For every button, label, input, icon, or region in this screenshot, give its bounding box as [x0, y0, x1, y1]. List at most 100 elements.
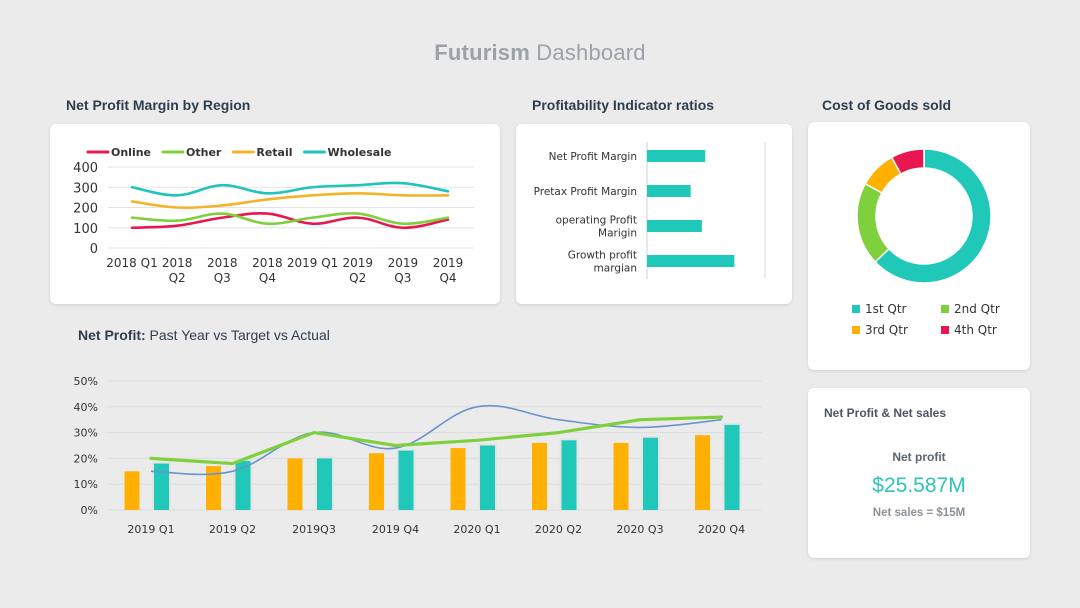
region-y-tick: 400 — [73, 161, 98, 176]
netprofit-title-bold: Net Profit: — [78, 327, 146, 343]
dashboard-title: Futurism Dashboard — [0, 40, 1080, 66]
region-y-tick: 300 — [73, 181, 98, 196]
series-line-retail — [130, 192, 450, 209]
netprofit-bar-orange — [369, 453, 384, 510]
kpi-label: Net profit — [892, 450, 946, 464]
netprofit-x-tick: 2020 Q4 — [698, 523, 745, 536]
cogs-title: Cost of Goods sold — [822, 97, 952, 113]
netprofit-x-tick: 2019 Q2 — [209, 523, 256, 536]
cogs-donut-chart: 1st Qtr 2nd Qtr 3rd Qtr 4th Qtr — [852, 148, 1000, 337]
donut-legend-label-3rd-qtr: 3rd Qtr — [865, 323, 908, 337]
ratio-bar-operating-profit-marigin — [647, 220, 702, 232]
legend-label-wholesale: Wholesale — [328, 146, 392, 159]
series-line-other — [130, 212, 450, 226]
netprofit-combo-chart: 0% 10% 20% 30% 40% 50% 2019 Q1 2019 Q2 2019Q3 201… — [74, 375, 762, 536]
ratio-label-pretax-profit-margin: Pretax Profit Margin — [534, 186, 637, 198]
netprofit-bar-orange — [695, 435, 710, 510]
kpi-value: $25.587M — [872, 474, 966, 497]
region-x-tick: 2019 — [433, 256, 464, 270]
region-x-tick: Q2 — [349, 271, 366, 285]
region-x-tick: 2018 — [162, 256, 193, 270]
ratio-bar-growth-profit-margian — [647, 255, 735, 267]
netprofit-bar-teal — [643, 437, 658, 510]
cogs-card: 1st Qtr 2nd Qtr 3rd Qtr 4th Qtr — [808, 122, 1030, 370]
netprofit-x-tick: 2020 Q2 — [535, 523, 582, 536]
series-line-wholesale — [130, 181, 450, 197]
netprofit-bar-teal — [235, 460, 251, 510]
netprofit-x-tick: 2020 Q3 — [616, 523, 663, 536]
netprofit-bar-orange — [206, 466, 221, 510]
kpi-sales: Net sales = $15M — [872, 507, 966, 519]
ratio-label-net-profit-margin: Net Profit Margin — [549, 151, 637, 163]
netprofit-bar-teal — [317, 458, 332, 510]
region-x-tick: Q3 — [394, 271, 411, 285]
region-x-tick: Q4 — [439, 271, 456, 285]
region-x-tick: 2018 — [252, 256, 283, 270]
netprofit-title-rest: Past Year vs Target vs Actual — [145, 327, 330, 343]
region-x-tick: 2018 — [207, 256, 238, 270]
netprofit-bar-orange — [450, 448, 466, 510]
netprofit-x-tick: 2019 Q1 — [127, 523, 174, 536]
netprofit-bar-teal — [398, 450, 414, 510]
netprofit-bar-teal — [724, 424, 740, 510]
netprofit-bar-teal — [480, 445, 495, 510]
netprofit-x-tick: 2020 Q1 — [453, 523, 500, 536]
netprofit-bar-orange — [124, 471, 140, 510]
ratio-label-growth-profit-margian: margian — [594, 263, 637, 275]
netprofit-bar-orange — [287, 458, 303, 510]
ratio-bar-net-profit-margin — [647, 150, 706, 162]
region-x-tick: 2018 Q1 — [106, 256, 157, 270]
netprofit-bar-teal — [154, 463, 169, 510]
donut-legend-label-1st-qtr: 1st Qtr — [865, 302, 907, 316]
netprofit-y-tick: 20% — [74, 452, 98, 465]
region-card: 0 100 200 300 400 2018 Q1 2018 Q2 2018 Q3 2018 Q4 20… — [50, 124, 500, 304]
region-x-tick: Q4 — [259, 271, 276, 285]
legend-label-retail: Retail — [256, 146, 292, 159]
donut-legend-swatch-3rd-qtr — [852, 326, 860, 334]
netprofit-y-tick: 30% — [74, 427, 98, 440]
netprofit-x-tick: 2019Q3 — [292, 523, 336, 536]
donut-legend-label-4th-qtr: 4th Qtr — [954, 323, 997, 337]
ratio-bar-pretax-profit-margin — [647, 185, 691, 197]
region-y-tick: 0 — [90, 242, 98, 257]
netprofit-bar-orange — [532, 442, 547, 510]
kpi-card: Net Profit & Net sales Net profit $25.58… — [808, 388, 1030, 558]
netprofit-x-tick: 2019 Q4 — [372, 523, 419, 536]
ratios-card: Net Profit Margin Pretax Profit Margin ope… — [516, 124, 792, 304]
netprofit-y-tick: 0% — [81, 504, 98, 517]
donut-legend-swatch-4th-qtr — [941, 326, 949, 334]
kpi-title: Net Profit & Net sales — [824, 406, 947, 420]
netprofit-y-tick: 50% — [74, 375, 98, 388]
netprofit-line-blue — [150, 405, 722, 476]
netprofit-y-tick: 10% — [74, 478, 98, 491]
donut-legend-label-2nd-qtr: 2nd Qtr — [954, 302, 1000, 316]
region-title: Net Profit Margin by Region — [66, 97, 251, 113]
region-x-tick: Q3 — [214, 271, 231, 285]
donut-legend-swatch-2nd-qtr — [941, 305, 949, 313]
region-x-tick: Q2 — [169, 271, 186, 285]
ratios-title: Profitability Indicator ratios — [532, 97, 715, 113]
dashboard-title-rest: Dashboard — [529, 40, 646, 65]
donut-slice-2nd-qtr — [856, 182, 891, 263]
donut-legend-swatch-1st-qtr — [852, 305, 860, 313]
ratio-label-operating-profit-marigin: Marigin — [598, 228, 637, 240]
region-x-tick: 2019 — [388, 256, 419, 270]
region-x-tick: 2019 — [342, 256, 373, 270]
ratio-label-growth-profit-margian: Growth profit — [568, 250, 637, 262]
donut-slice-4th-qtr — [890, 148, 925, 175]
ratio-label-operating-profit-marigin: operating Profit — [556, 215, 637, 227]
legend-label-other: Other — [186, 146, 222, 159]
netprofit-bar-teal — [561, 440, 577, 510]
dashboard-title-bold: Futurism — [434, 40, 530, 65]
legend-label-online: Online — [111, 146, 151, 159]
donut-slice-1st-qtr — [874, 148, 992, 284]
region-x-tick: 2019 Q1 — [287, 256, 338, 270]
region-y-tick: 200 — [73, 202, 98, 217]
netprofit-bar-orange — [613, 442, 629, 510]
netprofit-line-green — [149, 415, 724, 466]
netprofit-title: Net Profit: Past Year vs Target vs Actua… — [78, 327, 330, 343]
region-y-tick: 100 — [73, 222, 98, 237]
series-line-online — [130, 212, 450, 230]
netprofit-y-tick: 40% — [74, 401, 98, 414]
